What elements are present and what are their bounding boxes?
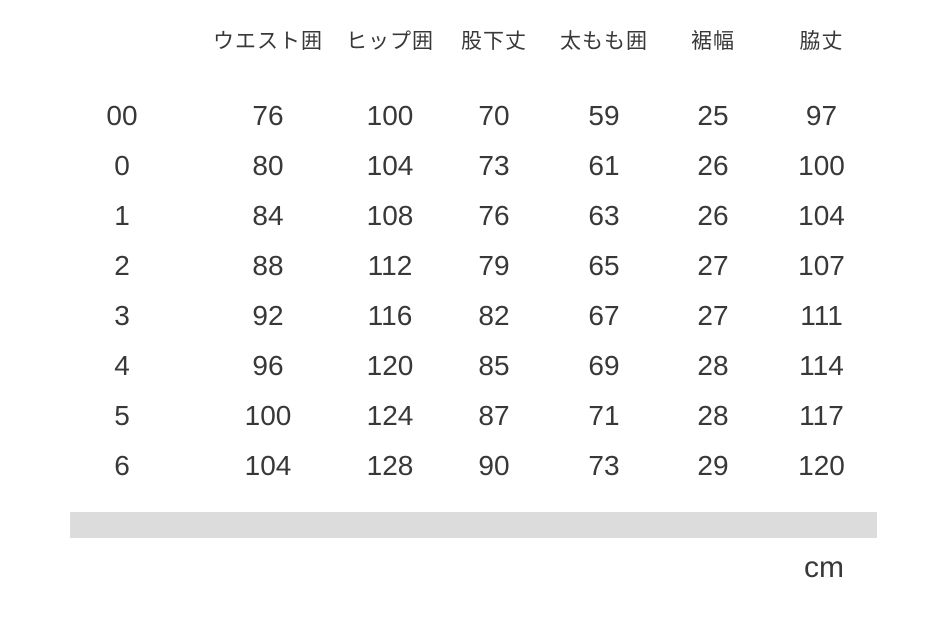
measurement-cell: 100 xyxy=(798,150,845,181)
measurement-cell: 61 xyxy=(588,150,620,181)
measurement-cell: 69 xyxy=(588,350,620,381)
table-row: 00 76 100 70 59 25 97 xyxy=(48,91,877,141)
measurement-cell: 112 xyxy=(367,250,413,281)
size-label: 5 xyxy=(114,400,130,431)
measurement-cell: 114 xyxy=(799,350,844,381)
measurement-cell: 80 xyxy=(252,150,284,181)
measurement-cell: 67 xyxy=(588,300,620,331)
measurement-cell: 79 xyxy=(478,250,510,281)
measurement-cell: 100 xyxy=(244,400,292,431)
measurement-cell: 100 xyxy=(366,100,414,131)
measurement-cell: 107 xyxy=(798,250,845,281)
measurement-cell: 128 xyxy=(366,450,414,481)
measurement-cell: 71 xyxy=(588,400,620,431)
measurement-cell: 73 xyxy=(588,450,620,481)
column-header-inseam: 股下丈 xyxy=(461,30,527,53)
measurement-cell: 104 xyxy=(366,150,414,181)
measurement-cell: 26 xyxy=(697,150,729,181)
size-table-header: ウエスト囲 ヒップ囲 股下丈 太もも囲 裾幅 脇丈 xyxy=(48,15,877,91)
measurement-cell: 87 xyxy=(478,400,510,431)
measurement-cell: 111 xyxy=(800,300,843,331)
size-column-header xyxy=(48,15,196,91)
measurement-cell: 90 xyxy=(478,450,510,481)
size-table-body: 00 76 100 70 59 25 97 0 80 104 73 61 26 … xyxy=(48,91,877,491)
measurement-cell: 85 xyxy=(478,350,510,381)
header-row: ウエスト囲 ヒップ囲 股下丈 太もも囲 裾幅 脇丈 xyxy=(48,15,877,91)
measurement-cell: 120 xyxy=(366,350,414,381)
measurement-cell: 108 xyxy=(366,200,414,231)
size-label: 2 xyxy=(114,250,130,281)
measurement-cell: 76 xyxy=(478,200,510,231)
table-row: 4 96 120 85 69 28 114 xyxy=(48,341,877,391)
measurement-cell: 120 xyxy=(798,450,845,481)
measurement-cell: 82 xyxy=(478,300,510,331)
size-label: 4 xyxy=(114,350,130,381)
measurement-cell: 70 xyxy=(478,100,510,131)
table-row: 2 88 112 79 65 27 107 xyxy=(48,241,877,291)
measurement-cell: 84 xyxy=(252,200,284,231)
size-label: 1 xyxy=(114,200,130,231)
measurement-cell: 92 xyxy=(252,300,284,331)
measurement-cell: 117 xyxy=(799,400,844,431)
size-chart-table: ウエスト囲 ヒップ囲 股下丈 太もも囲 裾幅 脇丈 00 76 100 70 5… xyxy=(48,15,877,491)
measurement-cell: 25 xyxy=(697,100,729,131)
measurement-cell: 88 xyxy=(252,250,284,281)
column-header-thigh: 太もも囲 xyxy=(560,30,648,53)
measurement-cell: 97 xyxy=(805,100,838,131)
unit-label: cm xyxy=(804,551,844,584)
table-row: 6 104 128 90 73 29 120 xyxy=(48,441,877,491)
measurement-cell: 27 xyxy=(697,300,729,331)
measurement-cell: 116 xyxy=(367,300,413,331)
column-header-hem-width: 裾幅 xyxy=(691,30,735,53)
size-label: 00 xyxy=(106,100,138,131)
table-row: 5 100 124 87 71 28 117 xyxy=(48,391,877,441)
size-label: 6 xyxy=(114,450,130,481)
section-divider-bar xyxy=(70,512,877,538)
measurement-cell: 65 xyxy=(588,250,620,281)
size-label: 3 xyxy=(114,300,130,331)
measurement-cell: 28 xyxy=(697,350,729,381)
measurement-cell: 104 xyxy=(798,200,845,231)
measurement-cell: 63 xyxy=(588,200,620,231)
measurement-cell: 29 xyxy=(697,450,729,481)
measurement-cell: 27 xyxy=(697,250,729,281)
column-header-waist: ウエスト囲 xyxy=(213,30,323,53)
size-label: 0 xyxy=(114,150,130,181)
column-header-hip: ヒップ囲 xyxy=(346,30,434,53)
table-row: 3 92 116 82 67 27 111 xyxy=(48,291,877,341)
measurement-cell: 73 xyxy=(478,150,510,181)
measurement-cell: 96 xyxy=(252,350,284,381)
column-header-side-length: 脇丈 xyxy=(799,30,844,53)
measurement-cell: 104 xyxy=(244,450,292,481)
table-row: 1 84 108 76 63 26 104 xyxy=(48,191,877,241)
measurement-cell: 59 xyxy=(588,100,620,131)
measurement-cell: 28 xyxy=(697,400,729,431)
measurement-cell: 124 xyxy=(366,400,414,431)
table-row: 0 80 104 73 61 26 100 xyxy=(48,141,877,191)
measurement-cell: 26 xyxy=(697,200,729,231)
measurement-cell: 76 xyxy=(252,100,284,131)
